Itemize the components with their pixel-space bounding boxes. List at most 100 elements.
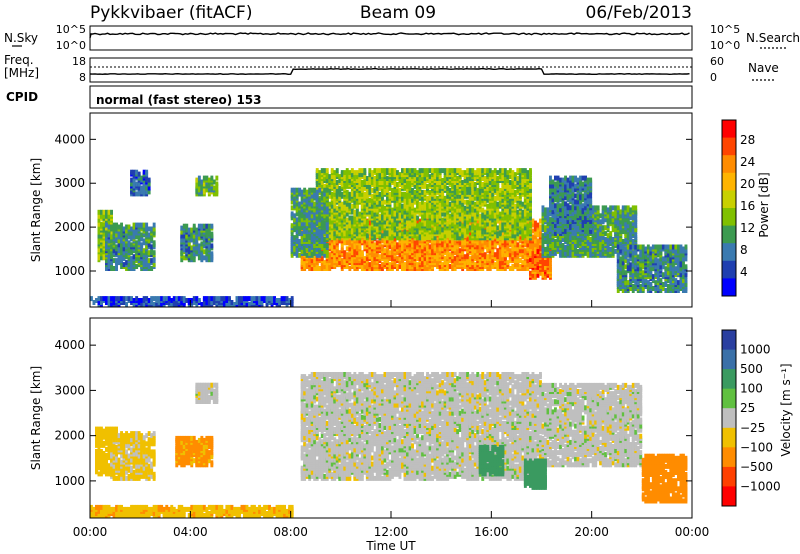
heatmap-cell (506, 246, 510, 252)
heatmap-cell (393, 203, 397, 209)
heatmap-cell (365, 240, 369, 246)
heatmap-cell (408, 246, 412, 252)
heatmap-cell (461, 193, 465, 199)
heatmap-cell (308, 260, 312, 266)
heatmap-cell (381, 262, 384, 268)
heatmap-cell (335, 229, 339, 235)
heatmap-cell (416, 262, 419, 268)
heatmap-cell (305, 217, 309, 223)
heatmap-cell (396, 264, 399, 269)
heatmap-cell (508, 187, 512, 193)
heatmap-cell (476, 266, 480, 271)
heatmap-cell (496, 228, 500, 234)
heatmap-cell (468, 199, 472, 205)
heatmap-cell (388, 168, 392, 174)
heatmap-cell (320, 256, 324, 262)
heatmap-cell (330, 174, 334, 180)
heatmap-cell (403, 242, 407, 248)
heatmap-cell (406, 225, 409, 231)
heatmap-cell (574, 235, 577, 241)
heatmap-cell (393, 217, 397, 223)
heatmap-cell (320, 168, 324, 174)
heatmap-cell (513, 240, 517, 246)
heatmap-cell (365, 197, 369, 203)
heatmap-cell (591, 246, 595, 252)
heatmap-cell (330, 199, 334, 205)
heatmap-cell (350, 209, 354, 215)
heatmap-cell (406, 260, 409, 266)
heatmap-cell (386, 187, 389, 193)
heatmap-cell (426, 250, 429, 256)
heatmap-cell (370, 211, 374, 217)
heatmap-cell (498, 231, 502, 237)
heatmap-cell (391, 254, 394, 260)
heatmap-cell (398, 223, 402, 229)
heatmap-cell (491, 209, 495, 215)
heatmap-cell (398, 182, 402, 187)
heatmap-cell (340, 258, 344, 264)
heatmap-cell (290, 211, 294, 217)
heatmap-cell (476, 195, 480, 201)
heatmap-cell (298, 187, 302, 193)
heatmap-cell (518, 244, 522, 250)
heatmap-cell (441, 231, 445, 237)
heatmap-cell (310, 223, 314, 229)
heatmap-cell (508, 199, 512, 205)
heatmap-cell (448, 252, 452, 258)
heatmap-cell (330, 246, 334, 252)
heatmap-cell (523, 248, 527, 254)
heatmap-cell (503, 242, 507, 248)
heatmap-cell (423, 189, 427, 195)
heatmap-cell (438, 168, 442, 174)
heatmap-cell (448, 187, 452, 193)
heatmap-cell (393, 193, 397, 199)
heatmap-cell (308, 205, 312, 211)
heatmap-cell (403, 262, 407, 268)
heatmap-cell (396, 195, 399, 201)
heatmap-cell (513, 203, 517, 209)
heatmap-cell (556, 246, 560, 252)
heatmap-cell (305, 189, 309, 195)
heatmap-cell (370, 242, 374, 248)
heatmap-cell (561, 243, 565, 248)
heatmap-cell (290, 199, 294, 205)
heatmap-cell (473, 262, 477, 268)
heatmap-cell (461, 217, 465, 223)
heatmap-cell (360, 250, 364, 256)
heatmap-cell (461, 233, 465, 239)
heatmap-cell (596, 235, 600, 241)
heatmap-cell (383, 248, 387, 254)
heatmap-cell (596, 205, 600, 211)
heatmap-cell (313, 246, 317, 252)
heatmap-cell (335, 180, 339, 185)
heatmap-cell (488, 254, 492, 260)
heatmap-cell (298, 225, 302, 231)
heatmap-cell (313, 201, 317, 207)
heatmap-cell (456, 213, 460, 219)
heatmap-cell (355, 170, 359, 176)
heatmap-cell (398, 215, 402, 221)
heatmap-cell (295, 211, 299, 217)
heatmap-cell (431, 233, 434, 239)
heatmap-cell (518, 234, 522, 240)
heatmap-cell (468, 244, 472, 250)
heatmap-cell (513, 189, 517, 195)
heatmap-cell (353, 209, 357, 215)
heatmap-cell (408, 205, 412, 211)
heatmap-cell (536, 264, 540, 270)
heatmap-cell (426, 183, 429, 189)
frequency-label-1: Freq. (4, 53, 34, 67)
heatmap-cell (513, 262, 517, 268)
heatmap-cell (569, 235, 572, 241)
heatmap-cell (313, 237, 317, 242)
heatmap-cell (428, 189, 432, 195)
heatmap-cell (355, 183, 359, 189)
heatmap-cell (544, 211, 547, 217)
heatmap-cell (486, 197, 490, 203)
heatmap-cell (370, 203, 374, 209)
heatmap-cell (433, 221, 437, 227)
heatmap-cell (586, 235, 590, 241)
heatmap-cell (325, 209, 329, 215)
heatmap-cell (391, 195, 394, 201)
